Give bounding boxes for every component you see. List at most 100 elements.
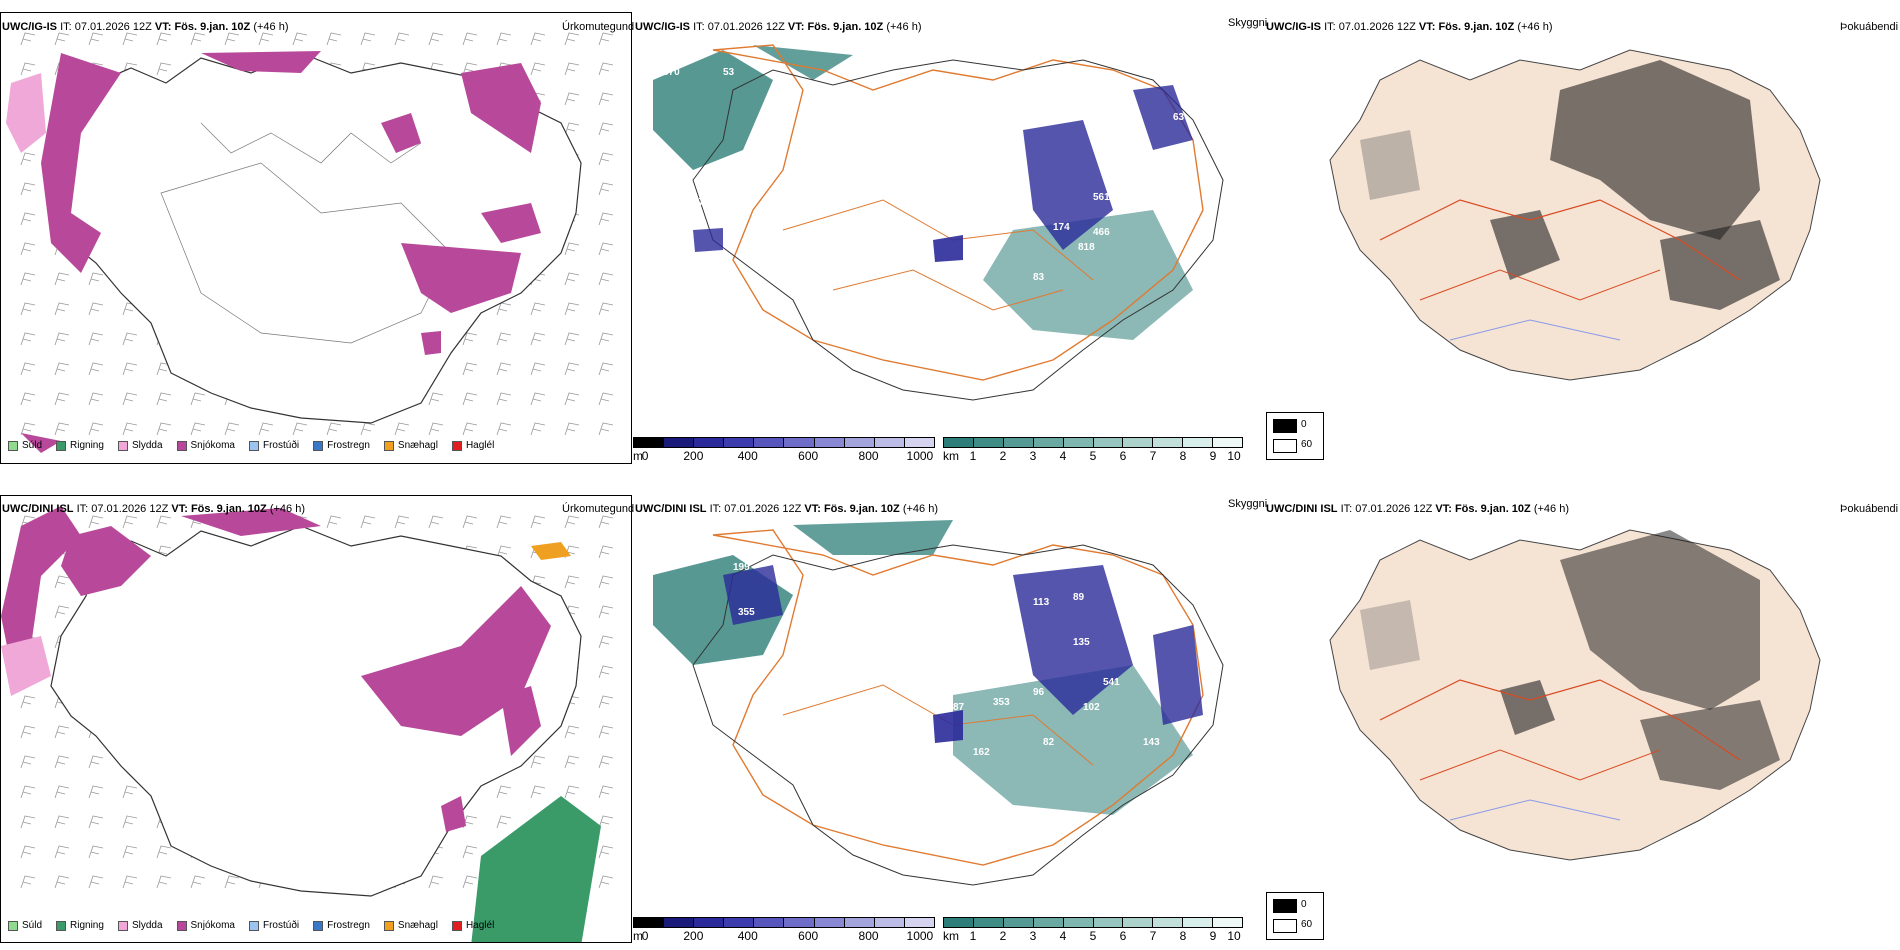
- legend-swatch: [117, 440, 128, 451]
- snow-area: [61, 526, 151, 596]
- legend-item-frostregn: Frostregn: [313, 920, 370, 931]
- visibility-value-label: 992: [1083, 32, 1100, 43]
- legend-label: Snæhagl: [397, 440, 438, 451]
- legend-swatch: [56, 920, 67, 931]
- precip-title-bottom: Úrkomutegund: [562, 503, 635, 515]
- visibility-value-label: 353: [993, 697, 1010, 708]
- fog-legend-black: [1273, 419, 1297, 433]
- colorbar-segment: [904, 438, 934, 447]
- legend-swatch: [451, 920, 462, 931]
- colorbar-segment: [634, 438, 665, 447]
- legend-swatch: [176, 440, 187, 451]
- visibility-value-label: 53: [723, 67, 735, 78]
- precip-title-top: Úrkomutegund: [562, 21, 635, 33]
- sleet-area: [6, 73, 46, 153]
- legend-label: Frostregn: [327, 920, 370, 931]
- colorbar-segment: [844, 918, 875, 927]
- visibility-colorbar-labels: km 1 2 3 4 5 6 7 8 9 10: [943, 928, 1243, 943]
- colorbar-tick-label: 800: [858, 929, 879, 943]
- snow-area: [421, 331, 441, 355]
- colorbar-tick-label: 200: [683, 449, 704, 463]
- legend-swatch: [383, 920, 394, 931]
- colorbar-segment: [1093, 438, 1124, 447]
- precip-legend-top: Súld Rigning Slydda Snjókoma Frostúði Frostre…: [8, 440, 508, 451]
- visibility-header-top: UWC/IG-IS IT: 07.01.2026 12Z VT: Fös. 9.…: [635, 21, 922, 33]
- visibility-map-bottom: 968 199 355 113 89 135 541 353 102 87 162 82 143 96: [633, 515, 1265, 920]
- colorbar-segment: [1063, 438, 1094, 447]
- colorbar-segment: [634, 918, 665, 927]
- visibility-value-label: 113: [1033, 597, 1050, 608]
- legend-item-frostúði: Frostúði: [248, 440, 300, 451]
- visibility-map-bottom-svg: 968 199 355 113 89 135 541 353 102 87 162 82 143 96: [653, 517, 1224, 886]
- visibility-value-label: 102: [1083, 702, 1100, 713]
- snow-area: [1, 506, 81, 666]
- snow-area: [381, 113, 421, 153]
- colorbar-segment: [1003, 438, 1034, 447]
- colorbar-segment: [1183, 918, 1214, 927]
- colorbar-unit: km: [943, 449, 959, 463]
- colorbar-tick-label: 10: [1227, 929, 1241, 943]
- legend-item-slydda: Slydda: [117, 440, 163, 451]
- colorbar-tick-label: 200: [683, 929, 704, 943]
- legend-swatch: [248, 920, 259, 931]
- colorbar-unit: m: [633, 929, 643, 943]
- colorbar-tick-label: 8: [1179, 449, 1187, 463]
- snow-area: [481, 203, 541, 243]
- iceland-outline: [50, 52, 582, 424]
- cloud-base-colorbar-labels: m 0 200 400 600 800 1000: [633, 928, 935, 943]
- fog-legend-white-label: 60: [1301, 919, 1313, 930]
- legend-label: Frostúði: [262, 440, 300, 451]
- legend-label: Rigning: [70, 440, 104, 451]
- colorbar-tick-label: 1000: [906, 449, 934, 463]
- rain-area: [471, 796, 601, 942]
- colorbar-segment: [874, 438, 905, 447]
- visibility-title-bottom: Skyggni: [1228, 498, 1268, 510]
- legend-swatch: [117, 920, 128, 931]
- colorbar-segment: [814, 918, 845, 927]
- legend-item-frostregn: Frostregn: [313, 440, 370, 451]
- colorbar-segment: [1063, 918, 1094, 927]
- colorbar-segment: [664, 438, 695, 447]
- colorbar-tick-label: 1: [969, 929, 977, 943]
- colorbar-tick-label: 1: [969, 449, 977, 463]
- legend-swatch: [8, 920, 18, 931]
- legend-swatch: [8, 440, 18, 451]
- ice-pellet-area: [531, 542, 571, 560]
- visibility-value-label: 968: [1063, 517, 1080, 528]
- snow-area: [181, 508, 321, 536]
- legend-swatch: [248, 440, 259, 451]
- fog-legend-white: [1273, 919, 1297, 933]
- colorbar-tick-label: 1000: [906, 929, 934, 943]
- visibility-value-label: 63: [1173, 112, 1185, 123]
- colorbar-tick-label: 7: [1149, 929, 1157, 943]
- visibility-value-label: 801: [1103, 52, 1120, 63]
- colorbar-segment: [1213, 918, 1243, 927]
- legend-label: Slydda: [131, 440, 163, 451]
- colorbar-segment: [1123, 438, 1154, 447]
- colorbar-segment: [694, 918, 725, 927]
- sleet-area: [1, 636, 51, 696]
- fog-legend-black-label: 0: [1301, 419, 1307, 430]
- snow-area: [21, 433, 61, 453]
- colorbar-segment: [1213, 438, 1243, 447]
- colorbar-segment: [1093, 918, 1124, 927]
- colorbar-segment: [973, 438, 1004, 447]
- legend-item-snjókoma: Snjókoma: [176, 440, 235, 451]
- colorbar-tick-label: 400: [737, 449, 758, 463]
- visibility-value-label: 174: [1053, 222, 1070, 233]
- colorbar-tick-label: 5: [1089, 929, 1097, 943]
- colorbar-tick-label: 9: [1209, 929, 1217, 943]
- colorbar-tick-label: 9: [1209, 449, 1217, 463]
- colorbar-segment: [784, 918, 815, 927]
- fog-index-map-top-svg: [1329, 49, 1821, 381]
- colorbar-segment: [874, 918, 905, 927]
- legend-item-slydda: Slydda: [117, 920, 163, 931]
- snow-area: [401, 243, 521, 313]
- cloud-base-colorbar-labels: m 0 200 400 600 800 1000: [633, 448, 935, 463]
- legend-label: Slydda: [131, 920, 163, 931]
- colorbar-tick-label: 5: [1089, 449, 1097, 463]
- visibility-title-top: Skyggni: [1228, 17, 1268, 29]
- legend-label: Súld: [22, 920, 43, 931]
- colorbar-segment: [1003, 918, 1034, 927]
